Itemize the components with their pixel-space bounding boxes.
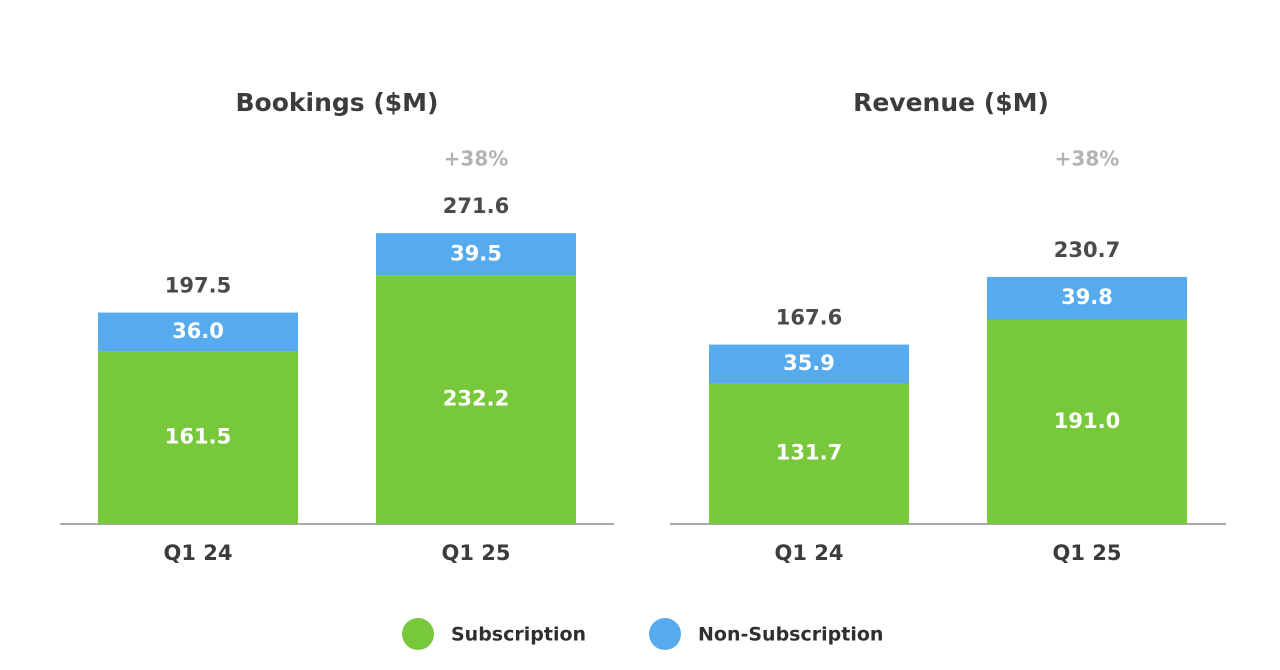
legend-item-non-subscription: Non-Subscription [649,618,883,650]
data-label-non-subscription: 35.9 [783,351,835,375]
data-label-subscription: 191.0 [1054,409,1120,433]
growth-label: +38% [1055,147,1120,171]
legend: Subscription Non-Subscription [402,618,883,650]
bar-non-subscription [98,312,298,352]
chart-title: Revenue ($M) [853,88,1049,117]
total-label: 197.5 [165,274,231,298]
bar-subscription [376,275,576,524]
bookings-chart: Bookings ($M) 161.5 36.0 197.5 Q1 24 232.2 39.… [60,88,614,565]
legend-label: Non-Subscription [698,624,883,646]
total-label: 167.6 [776,306,842,330]
legend-swatch [402,618,434,650]
total-label: 230.7 [1054,238,1120,262]
x-tick-label: Q1 24 [775,541,844,565]
chart-title: Bookings ($M) [235,88,438,117]
x-tick-label: Q1 24 [164,541,233,565]
data-label-non-subscription: 39.5 [450,241,502,265]
x-tick-label: Q1 25 [442,541,511,565]
total-label: 271.6 [443,194,509,218]
legend-item-subscription: Subscription [402,618,586,650]
legend-label: Subscription [451,624,586,646]
data-label-non-subscription: 39.8 [1061,285,1113,309]
bar-non-subscription [376,233,576,276]
bar-subscription [987,319,1187,524]
data-label-subscription: 232.2 [443,387,509,411]
bar-subscription [709,383,909,524]
bar-non-subscription [709,344,909,384]
data-label-subscription: 161.5 [165,425,231,449]
bar-subscription [98,351,298,524]
bar-non-subscription [987,276,1187,320]
growth-label: +38% [444,147,509,171]
revenue-chart: Revenue ($M) 131.7 35.9 167.6 Q1 24 191.0 39.8… [670,88,1226,565]
data-label-subscription: 131.7 [776,441,842,465]
data-label-non-subscription: 36.0 [172,319,224,343]
charts-layer: Bookings ($M) 161.5 36.0 197.5 Q1 24 232.2 39.… [60,88,1226,565]
x-tick-label: Q1 25 [1053,541,1122,565]
legend-swatch [649,618,681,650]
